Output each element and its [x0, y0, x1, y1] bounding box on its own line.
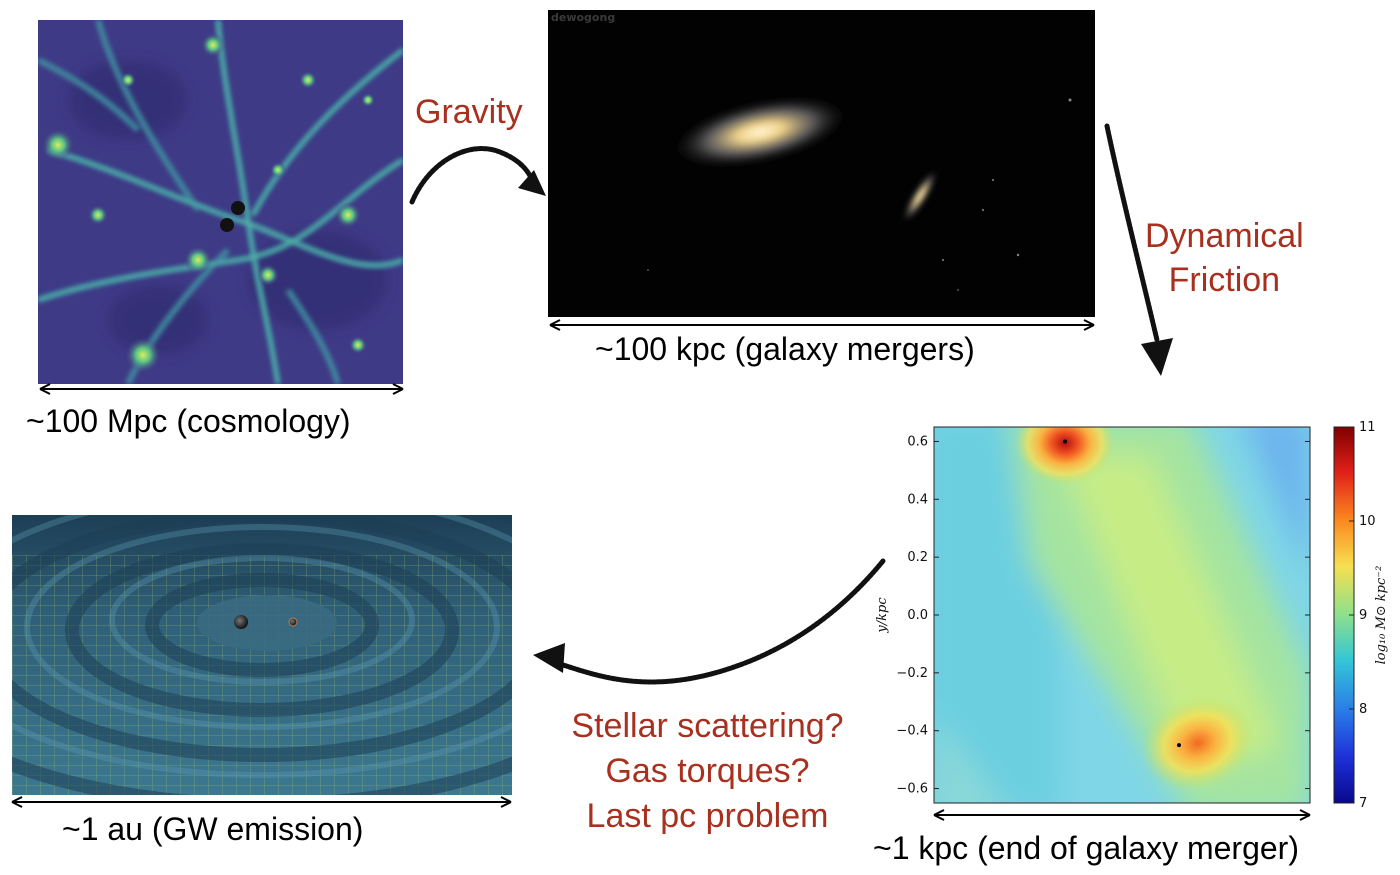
final-stage-line-1: Stellar scattering?: [571, 707, 844, 745]
cosmology-scale-bar: [39, 383, 404, 395]
black-hole-positions: [1063, 439, 1181, 748]
final-stage-line-3: Last pc problem: [586, 797, 829, 836]
y-tick-label: 0.4: [907, 492, 928, 507]
cosmic-web-panel: [38, 20, 403, 384]
dynamical-friction-arrow: [1104, 123, 1173, 376]
colorbar-tick-label: 10: [1359, 514, 1376, 529]
colorbar-ticks: 11 10 9 8 7: [1349, 420, 1376, 811]
black-hole-small: [288, 617, 298, 627]
density-map-chart: 0.6 0.4 0.2 0.0 −0.2 −0.4 −0.6 y/kpc 11 10 9 8 7 l…: [875, 420, 1389, 811]
final-stage-label: Stellar scattering? Gas torques? Last pc…: [545, 704, 870, 840]
colorbar-label: log₁₀ M⊙ kpc⁻²: [1374, 566, 1389, 665]
gravity-arrow: [409, 146, 546, 205]
density-map-scale-bar: [933, 809, 1311, 821]
density-map-scale-caption: ~1 kpc (end of galaxy merger): [873, 830, 1299, 866]
colorbar-tick-label: 9: [1359, 608, 1367, 623]
colorbar-tick-label: 7: [1359, 796, 1367, 811]
final-stage-arrow: [533, 558, 886, 685]
spacetime-grid-image: [12, 515, 512, 795]
cosmic-web-image: [38, 20, 403, 384]
y-tick-label: −0.6: [896, 782, 928, 797]
dynamical-friction-label: Dynamical Friction: [1145, 214, 1304, 302]
dynamical-friction-line-2: Friction: [1168, 261, 1281, 300]
gravity-label: Gravity: [415, 93, 523, 131]
dynamical-friction-line-1: Dynamical: [1145, 217, 1304, 255]
black-hole-pair-markers: [220, 201, 245, 232]
y-tick-label: −0.2: [896, 666, 928, 681]
black-hole-point: [1177, 743, 1181, 748]
gw-scale-caption: ~1 au (GW emission): [62, 811, 364, 847]
final-stage-line-2: Gas torques?: [605, 752, 810, 791]
gravitational-wave-panel: [12, 515, 512, 795]
black-hole-large: [234, 615, 248, 629]
y-tick-label: 0.2: [907, 550, 928, 565]
galaxy-pair-image: dewogong: [548, 10, 1095, 317]
galaxy-scale-bar: [549, 319, 1095, 331]
y-tick-label: 0.6: [907, 434, 928, 449]
black-hole-point: [1063, 439, 1067, 444]
gw-scale-bar: [11, 796, 512, 808]
y-axis-ticks: 0.6 0.4 0.2 0.0 −0.2 −0.4 −0.6: [896, 434, 1310, 797]
galaxy-scale-caption: ~100 kpc (galaxy mergers): [595, 331, 975, 367]
galaxy-merger-panel: dewogong: [548, 10, 1095, 317]
watermark-text: dewogong: [551, 11, 615, 24]
y-tick-label: 0.0: [907, 608, 928, 623]
cosmology-scale-caption: ~100 Mpc (cosmology): [26, 403, 351, 439]
colorbar-tick-label: 11: [1359, 420, 1376, 435]
y-tick-label: −0.4: [896, 724, 928, 739]
y-axis-label: y/kpc: [875, 597, 890, 634]
colorbar-tick-label: 8: [1359, 702, 1367, 717]
